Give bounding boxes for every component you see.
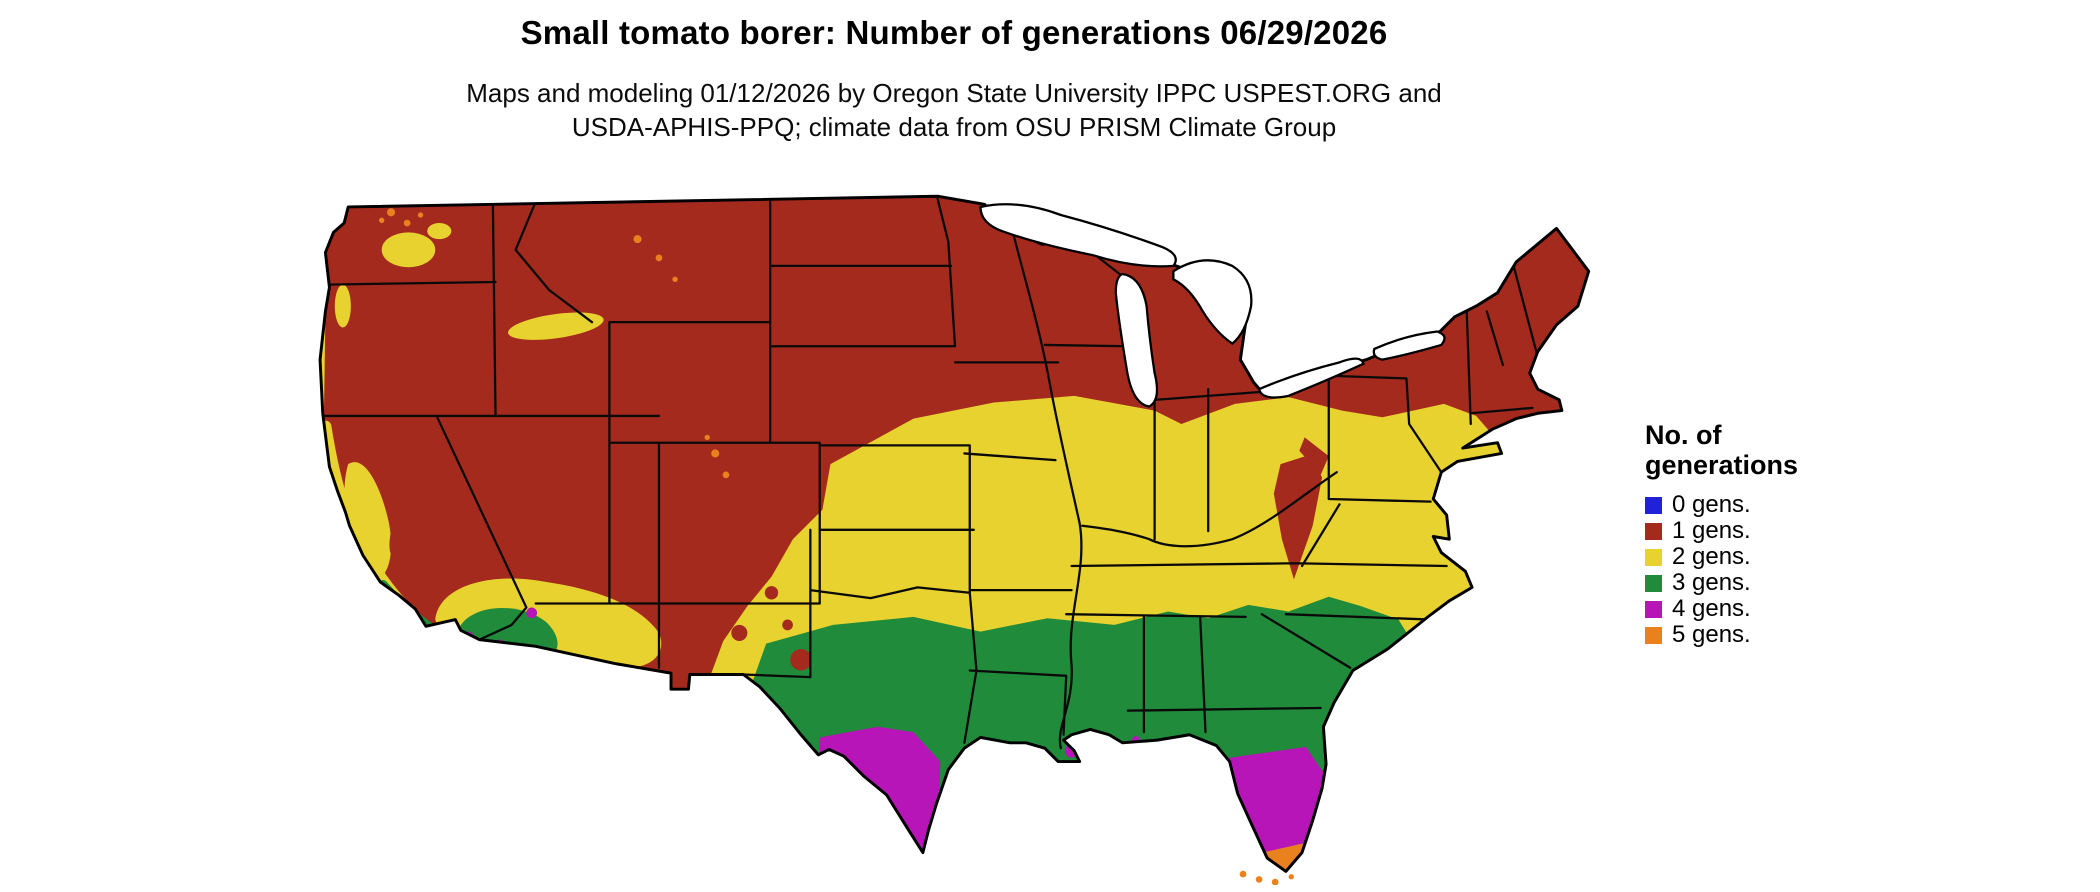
legend-title-line-2: generations (1645, 450, 1799, 480)
legend-swatch-4-gens (1645, 600, 1662, 618)
legend-label-0-gens: 0 gens. (1672, 491, 1751, 518)
region-okanogan (427, 223, 452, 240)
legend-label-2-gens: 2 gens. (1672, 543, 1751, 570)
state-borders (320, 197, 1539, 750)
page-title: Small tomato borer: Number of generation… (520, 14, 1388, 51)
subtitle-line-2: USDA-APHIS-PPQ; climate data from OSU PR… (571, 112, 1337, 142)
choropleth-fill-layers (320, 196, 1589, 872)
map-header: Small tomato borer: Number of generation… (304, 14, 1604, 144)
elevation-speckles (378, 208, 730, 479)
page-subtitle: Maps and modeling 01/12/2026 by Oregon S… (304, 76, 1604, 144)
legend-item-0-gens: 0 gens. (1645, 491, 1885, 518)
legend-label-5-gens: 5 gens. (1672, 621, 1751, 648)
region-imperial-valley (431, 623, 459, 643)
state-borders-east (1065, 264, 1539, 734)
subtitle-line-1: Maps and modeling 01/12/2026 by Oregon S… (466, 78, 1442, 108)
region-willamette-valley (334, 284, 351, 328)
legend-swatch-2-gens (1645, 548, 1662, 566)
lake-michigan (1114, 272, 1159, 408)
legend-swatch-5-gens (1645, 626, 1662, 644)
state-borders-west (320, 197, 957, 669)
legend-swatch-3-gens (1645, 574, 1662, 592)
legend-label-4-gens: 4 gens. (1672, 595, 1751, 622)
florida-keys-5-generations (1239, 870, 1294, 885)
legend-label-3-gens: 3 gens. (1672, 569, 1751, 596)
state-borders-central (742, 229, 1135, 750)
lake-huron (1172, 259, 1253, 346)
region-appalachian-1-generation (1273, 454, 1323, 580)
region-4-generations-florida (1202, 746, 1329, 872)
region-columbia-basin (381, 232, 436, 268)
legend: No. of generations 0 gens. 1 gens. 2 gen… (1645, 420, 1885, 648)
legend-title-line-1: No. of (1645, 420, 1722, 450)
legend-item-5-gens: 5 gens. (1645, 621, 1885, 648)
legend-label-1-gens: 1 gens. (1672, 517, 1751, 544)
us-map-svg (318, 194, 1591, 885)
lake-erie (1257, 357, 1365, 399)
region-4-generations-south-texas (817, 726, 941, 872)
legend-item-4-gens: 4 gens. (1645, 595, 1885, 622)
legend-item-1-gens: 1 gens. (1645, 517, 1885, 544)
region-appalachian-ridge (1299, 437, 1329, 475)
us-outline (318, 194, 1591, 873)
region-sierra-nevada (389, 494, 415, 557)
legend-swatch-0-gens (1645, 496, 1662, 514)
lake-ontario (1372, 330, 1446, 361)
legend-swatch-1-gens (1645, 522, 1662, 540)
mountain-red-patches (731, 586, 812, 671)
legend-item-3-gens: 3 gens. (1645, 569, 1885, 596)
legend-item-2-gens: 2 gens. (1645, 543, 1885, 570)
us-generations-map (308, 188, 1594, 885)
legend-items: 0 gens. 1 gens. 2 gens. 3 gens. 4 gens. … (1645, 491, 1885, 648)
legend-title: No. of generations (1645, 420, 1885, 480)
great-lakes (979, 203, 1446, 408)
lake-superior (979, 203, 1177, 268)
region-snake-river-plain (508, 312, 604, 340)
